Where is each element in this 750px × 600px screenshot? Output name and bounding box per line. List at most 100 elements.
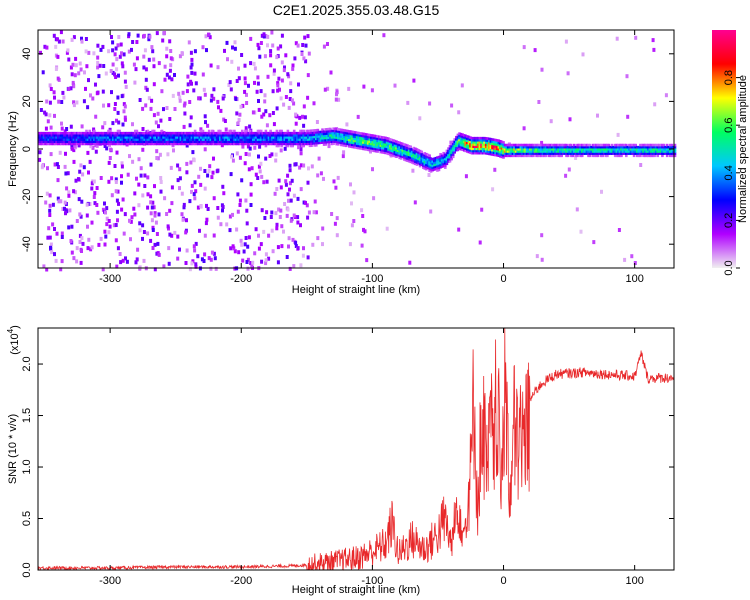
spectrogram-cell — [182, 202, 186, 207]
spectrogram-ridge-cell — [466, 148, 469, 151]
spectrogram-ridge-cell — [551, 150, 554, 153]
spectrogram-ridge-cell — [544, 150, 548, 153]
spectrogram-ridge-cell — [231, 136, 235, 139]
spectrogram-ridge-cell — [584, 143, 587, 147]
spectrogram-ridge-cell — [308, 142, 312, 145]
spectrogram-cell — [150, 98, 154, 103]
spectrogram-cell — [292, 101, 296, 106]
spectrogram-ridge-cell — [292, 142, 296, 146]
spectrogram-ridge-cell — [157, 142, 161, 146]
spectrogram-ridge-cell — [418, 154, 422, 157]
spectrogram-cell — [56, 165, 60, 169]
spectrogram-cell — [149, 162, 153, 167]
spectrogram-cell — [294, 244, 298, 248]
spectrogram-cell — [157, 212, 161, 217]
spectrogram-ridge-cell — [631, 152, 634, 155]
spectrogram-cell — [237, 250, 241, 255]
spectrogram-ridge-cell — [404, 146, 408, 149]
spectrogram-ridge-cell — [281, 138, 285, 141]
spectrogram-ridge-cell — [359, 138, 362, 142]
spectrogram-ridge-cell — [620, 143, 623, 147]
spectrogram-ridge-cell — [56, 140, 60, 143]
spectrogram-ridge-cell — [459, 132, 463, 136]
spectrogram-ridge-cell — [211, 142, 214, 146]
spectrogram-ridge-cell — [329, 127, 332, 131]
spectrogram-ridge-cell — [116, 136, 120, 139]
spectrogram-cell — [54, 67, 58, 71]
spectrogram-ridge-cell — [541, 145, 545, 149]
spectrogram-ridge-cell — [615, 145, 619, 149]
spectrogram-ridge-cell — [89, 140, 93, 143]
spectrogram-ridge-cell — [159, 131, 162, 135]
spectrogram-ridge-cell — [326, 128, 329, 131]
spectrogram-ridge-cell — [510, 150, 513, 153]
spectrogram-cell — [128, 154, 131, 159]
spectrogram-ridge-cell — [395, 144, 398, 148]
spectrogram-cell — [153, 184, 156, 189]
spectrogram-ridge-cell — [576, 150, 579, 153]
spectrogram-ridge-cell — [390, 149, 394, 152]
spectrogram-ridge-cell — [447, 160, 450, 163]
spectrogram-ridge-cell — [198, 140, 202, 143]
spectrogram-ridge-cell — [316, 135, 320, 138]
spectrogram-cell — [114, 75, 118, 79]
spectrogram-ridge-cell — [374, 134, 378, 138]
spectrogram-ridge-cell — [344, 138, 348, 141]
spectrogram-ridge-cell — [506, 154, 510, 158]
spectrogram-ridge-cell — [355, 137, 359, 141]
spectrogram-ridge-cell — [588, 145, 592, 149]
spectrogram-cell — [121, 197, 125, 202]
spectrogram-ridge-cell — [546, 150, 549, 153]
spectrogram-ridge-cell — [541, 154, 545, 158]
spectrogram-ridge-cell — [182, 138, 186, 141]
spectrogram-cell — [293, 162, 297, 167]
spectrogram-ridge-cell — [99, 136, 102, 139]
spectrogram-ridge-cell — [625, 148, 628, 151]
spectrogram-cell — [296, 196, 300, 201]
spectrogram-ridge-cell — [151, 136, 154, 139]
spectrogram-ridge-cell — [124, 134, 128, 137]
spectrogram-cell — [45, 267, 49, 272]
spectrogram-ridge-cell — [360, 140, 364, 144]
spectrogram-ridge-cell — [126, 134, 129, 137]
spectrogram-cell — [243, 161, 247, 166]
spectrogram-ridge-cell — [88, 140, 91, 143]
spectrogram-ridge-cell — [215, 134, 219, 137]
spectrogram-cell — [53, 113, 56, 118]
spectrogram-ridge-cell — [415, 148, 419, 151]
spectrogram-ridge-cell — [510, 152, 513, 155]
spectrogram-ridge-cell — [541, 152, 545, 155]
spectrogram-ridge-cell — [591, 148, 595, 151]
spectrogram-ridge-cell — [100, 134, 104, 137]
spectrogram-cell — [249, 261, 253, 265]
spectrogram-ridge-cell — [650, 148, 653, 151]
spectrogram-cell — [45, 45, 49, 50]
spectrogram-ridge-cell — [415, 156, 419, 160]
spectrogram-cell — [307, 166, 310, 171]
spectrogram-ridge-cell — [248, 136, 252, 139]
spectrogram-cell — [121, 64, 125, 69]
spectrogram-ridge-cell — [429, 163, 433, 167]
spectrogram-ridge-cell — [258, 129, 261, 133]
spectrogram-ridge-cell — [38, 140, 41, 143]
spectrogram-ridge-cell — [522, 154, 526, 158]
spectrogram-ridge-cell — [223, 134, 227, 137]
spectrogram-ridge-cell — [137, 134, 140, 137]
spectrogram-ridge-cell — [436, 158, 439, 162]
spectrogram-ridge-cell — [250, 131, 253, 135]
spectrogram-ridge-cell — [477, 136, 480, 140]
spectrogram-ridge-cell — [264, 129, 268, 133]
spectrogram-ridge-cell — [366, 135, 370, 139]
spectrogram-ridge-cell — [66, 138, 69, 141]
spectrogram-ridge-cell — [587, 145, 590, 149]
spectrogram-cell — [120, 164, 124, 169]
spectrogram-ridge-cell — [376, 143, 379, 147]
spectrogram-ridge-cell — [305, 138, 309, 141]
spectrogram-ridge-cell — [359, 140, 362, 144]
spectrogram-cell — [41, 163, 45, 168]
spectrogram-ridge-cell — [555, 152, 559, 155]
spectrogram-ridge-cell — [643, 148, 647, 151]
spectrogram-ridge-cell — [351, 143, 354, 147]
spectrogram-ridge-cell — [333, 127, 337, 131]
spectrogram-ridge-cell — [267, 134, 271, 137]
